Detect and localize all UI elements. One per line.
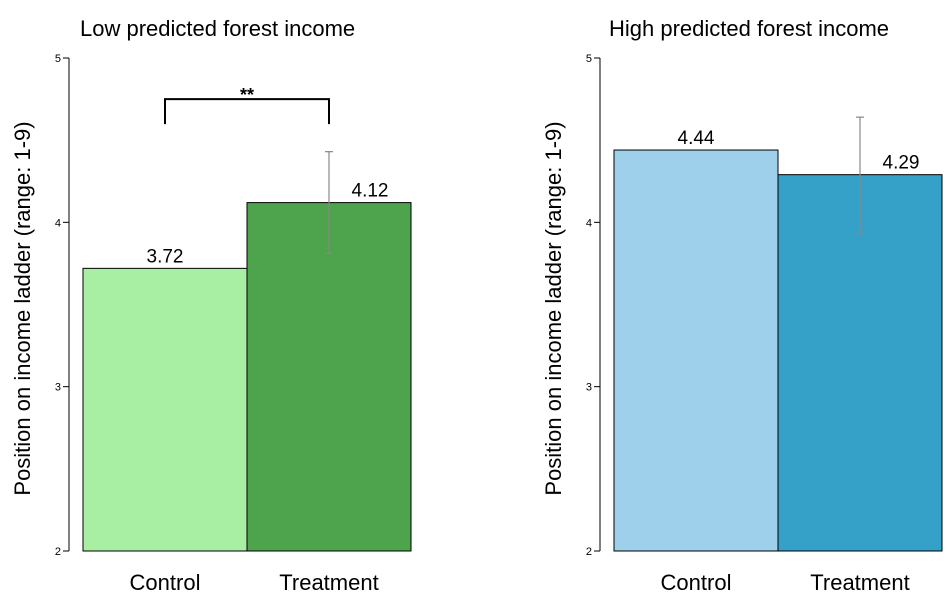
- y-tick-label: 4: [586, 217, 592, 229]
- data-label: 3.72: [147, 246, 184, 267]
- y-tick-label: 2: [55, 546, 61, 558]
- y-tick-label: 3: [586, 382, 592, 394]
- y-tick-label: 5: [586, 53, 592, 65]
- chart-panel-1: Low predicted forest income Position on i…: [10, 16, 412, 593]
- x-category-label: Treatment: [279, 570, 378, 593]
- significance-bracket: [164, 98, 330, 125]
- bar-control: [613, 149, 779, 552]
- x-category-label: Treatment: [810, 570, 909, 593]
- chart-title: High predicted forest income: [609, 16, 889, 41]
- y-tick-label: 3: [55, 382, 61, 394]
- chart-title: Low predicted forest income: [80, 16, 355, 41]
- chart-panel-2: High predicted forest income Position on …: [541, 16, 943, 593]
- data-label: 4.44: [678, 128, 715, 149]
- y-tick-label: 5: [55, 53, 61, 65]
- x-category-label: Control: [661, 570, 732, 593]
- y-tick-label: 4: [55, 217, 61, 229]
- y-axis-label: Position on income ladder (range: 1-9): [541, 121, 566, 495]
- y-axis-label: Position on income ladder (range: 1-9): [10, 121, 35, 495]
- y-tick-label: 2: [586, 546, 592, 558]
- data-label: 4.12: [352, 181, 389, 202]
- significance-label: **: [240, 85, 254, 105]
- bar-control: [82, 267, 248, 552]
- x-category-label: Control: [130, 570, 201, 593]
- bar-treatment: [777, 174, 943, 552]
- bar-treatment: [246, 202, 412, 552]
- data-label: 4.29: [883, 153, 920, 174]
